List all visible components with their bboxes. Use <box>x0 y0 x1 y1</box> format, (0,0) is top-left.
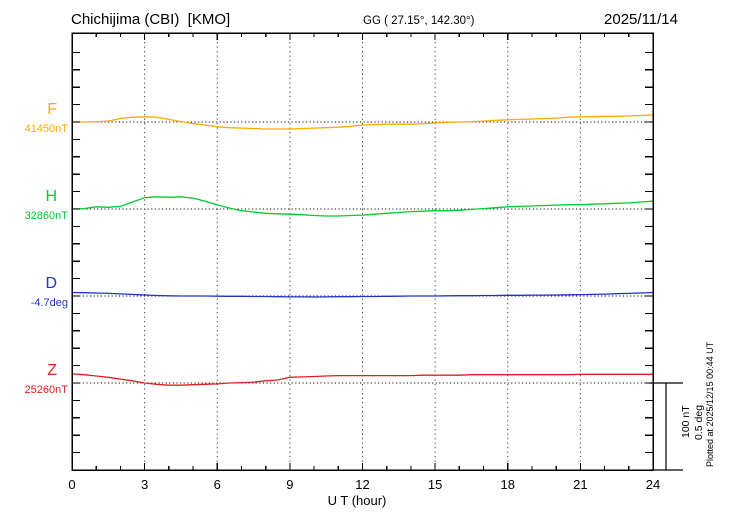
series-letter-H: H <box>45 188 57 205</box>
series-baseline-value-D: -4.7deg <box>30 297 68 309</box>
scale-bar-label-nt: 100 nT <box>680 405 692 439</box>
x-tick-label-0: 0 <box>68 477 76 492</box>
x-tick-label-3: 3 <box>141 477 149 492</box>
series-baseline-value-Z: 25260nT <box>24 384 68 396</box>
x-tick-label-15: 15 <box>427 477 443 492</box>
series-letter-F: F <box>47 101 57 118</box>
series-label-D: D -4.7deg <box>8 276 68 309</box>
scale-bar-label-deg: 0.5 deg <box>693 404 705 440</box>
x-tick-label-24: 24 <box>645 477 661 492</box>
plotted-at-note: Plotted at 2025/12/15 00:44 UT <box>705 341 715 467</box>
trace-H <box>71 196 654 217</box>
series-baseline-value-H: 32860nT <box>24 210 68 222</box>
series-letter-Z: Z <box>47 362 57 379</box>
series-label-F: F 41450nT <box>8 102 68 135</box>
x-tick-label-6: 6 <box>213 477 221 492</box>
geo-coordinates: GG ( 27.15°, 142.30°) <box>363 15 475 27</box>
station-title: Chichijima (CBI) [KMO] <box>71 11 231 28</box>
trace-F <box>71 114 654 130</box>
trace-Z <box>71 373 654 386</box>
series-label-H: H 32860nT <box>8 189 68 222</box>
plot-frame <box>71 32 654 471</box>
series-letter-D: D <box>45 275 57 292</box>
x-axis-title: U T (hour) <box>327 493 387 508</box>
x-tick-label-18: 18 <box>500 477 515 492</box>
x-tick-label-12: 12 <box>355 477 370 492</box>
plot-date: 2025/11/14 <box>604 11 678 28</box>
x-tick-label-9: 9 <box>286 477 294 492</box>
series-label-Z: Z 25260nT <box>8 363 68 396</box>
series-baseline-value-F: 41450nT <box>24 123 68 135</box>
x-tick-label-21: 21 <box>573 477 588 492</box>
trace-D <box>71 291 654 298</box>
